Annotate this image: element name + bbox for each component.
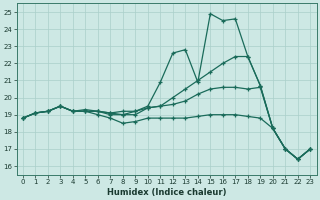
X-axis label: Humidex (Indice chaleur): Humidex (Indice chaleur) [107, 188, 226, 197]
